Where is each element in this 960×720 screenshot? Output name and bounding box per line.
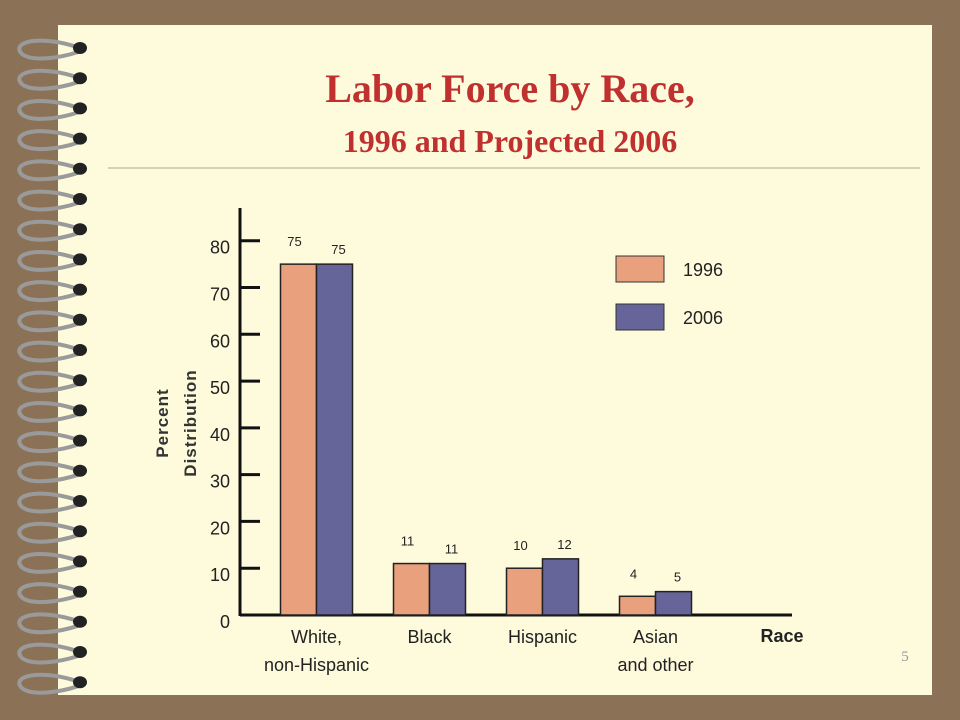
ring-hole	[73, 676, 87, 689]
ring	[17, 189, 81, 212]
ring	[17, 340, 81, 363]
page	[58, 25, 932, 695]
ring	[17, 129, 81, 152]
ring	[17, 38, 81, 61]
ring	[17, 250, 81, 272]
ring-hole	[73, 646, 87, 658]
y-axis-label: Percent Distribution	[153, 369, 200, 477]
x-tick-label: Asian and other	[617, 627, 694, 675]
bar	[654, 590, 693, 616]
ring	[17, 672, 81, 695]
y-tick-label: 30	[210, 472, 230, 492]
ring-hole	[73, 525, 87, 538]
ring-hole	[73, 253, 87, 266]
bar	[315, 263, 354, 616]
ring	[17, 431, 81, 454]
legend-swatch	[615, 255, 665, 283]
value-label: 75	[287, 234, 301, 249]
chart-subtitle: 1996 and Projected 2006	[343, 123, 677, 159]
ring	[17, 99, 81, 121]
ring-hole	[73, 464, 87, 477]
ring-hole	[73, 495, 87, 507]
value-label: 4	[630, 566, 637, 581]
x-tick-label: Black	[407, 627, 452, 647]
value-label: 11	[445, 542, 459, 557]
ring	[17, 401, 81, 423]
ring	[17, 582, 81, 605]
ring-hole	[73, 313, 87, 326]
bar	[541, 558, 580, 616]
ring-hole	[73, 404, 87, 417]
ring-hole	[73, 72, 87, 85]
ring	[17, 552, 81, 574]
bar	[428, 562, 467, 616]
ring	[17, 310, 81, 333]
value-label: 75	[331, 242, 345, 257]
ring-hole	[73, 102, 87, 115]
ring-hole	[73, 132, 87, 145]
ring-hole	[73, 42, 87, 54]
ring	[17, 642, 81, 665]
legend-label: 1996	[683, 260, 723, 280]
ring-hole	[73, 434, 87, 447]
bar	[505, 567, 544, 616]
ring-hole	[73, 555, 87, 568]
ring-hole	[73, 615, 87, 628]
legend-swatch	[615, 303, 665, 331]
ring-hole	[73, 193, 87, 205]
x-axis-label: Race	[760, 626, 803, 646]
ring	[17, 280, 81, 303]
x-tick-label: Hispanic	[507, 627, 578, 647]
ring	[17, 219, 81, 242]
spiral-binding	[17, 38, 87, 695]
ring	[17, 159, 81, 182]
ring-hole	[73, 162, 87, 175]
y-tick-label: 20	[210, 518, 230, 538]
ring-hole	[73, 585, 87, 598]
ring	[17, 612, 81, 635]
y-tick-label: 60	[210, 331, 230, 351]
y-tick-label: 10	[210, 565, 230, 585]
ring-hole	[73, 344, 87, 356]
value-label: 11	[401, 534, 415, 549]
y-tick-label: 80	[210, 238, 230, 258]
ring	[17, 68, 81, 91]
ring-hole	[73, 374, 87, 387]
ring	[17, 491, 81, 514]
ring	[17, 370, 81, 393]
ring-hole	[73, 223, 87, 236]
value-label: 10	[513, 538, 527, 553]
bar	[618, 595, 657, 616]
bar	[392, 562, 431, 616]
ring-hole	[73, 283, 87, 296]
y-tick-label: 50	[210, 378, 230, 398]
bar	[279, 263, 318, 616]
y-tick-label: 40	[210, 425, 230, 445]
chart-title: Labor Force by Race,	[325, 66, 695, 111]
y-tick-label: 0	[220, 612, 230, 632]
y-tick-label: 70	[210, 285, 230, 305]
legend-label: 2006	[683, 308, 723, 328]
page-number: 5	[901, 649, 909, 665]
ring	[17, 521, 81, 544]
value-label: 12	[557, 537, 571, 552]
value-label: 5	[674, 570, 681, 585]
ring	[17, 461, 81, 484]
x-tick-label: White, non-Hispanic	[263, 627, 370, 675]
